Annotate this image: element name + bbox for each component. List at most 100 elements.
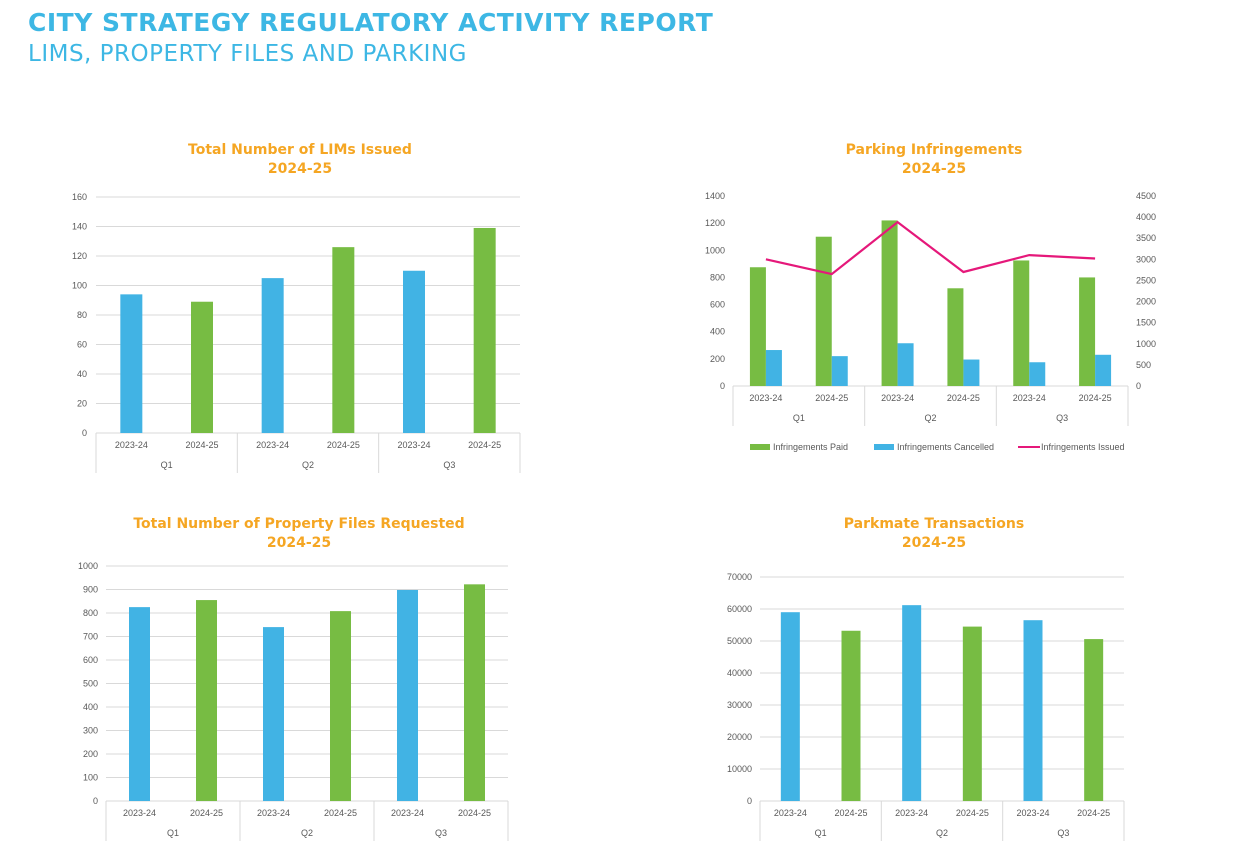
lims-bar bbox=[191, 301, 213, 433]
property-bar bbox=[464, 584, 485, 801]
lims-xtick-label: 2024-25 bbox=[327, 440, 360, 450]
property-xtick-label: 2023-24 bbox=[257, 808, 290, 818]
property-ytick-label: 900 bbox=[83, 585, 98, 595]
parkmate-ytick-label: 0 bbox=[747, 796, 752, 806]
property-ytick-label: 0 bbox=[93, 796, 98, 806]
property-bar bbox=[330, 611, 351, 801]
parking-legend-label: Infringements Issued bbox=[1041, 442, 1125, 452]
parking-xtick-label: 2024-25 bbox=[815, 393, 848, 403]
parkmate-ytick-label: 10000 bbox=[727, 764, 752, 774]
parking-group-label: Q2 bbox=[924, 413, 936, 423]
lims-ytick-label: 80 bbox=[77, 310, 87, 320]
parking-y2tick-label: 2500 bbox=[1136, 275, 1156, 285]
parking-ytick-label: 200 bbox=[710, 354, 725, 364]
parking-y2tick-label: 3500 bbox=[1136, 233, 1156, 243]
parking-ytick-label: 0 bbox=[720, 381, 725, 391]
lims-chart-title-line2: 2024-25 bbox=[267, 161, 333, 177]
parking-xtick-label: 2023-24 bbox=[749, 393, 782, 403]
parkmate-xtick-label: 2023-24 bbox=[774, 808, 807, 818]
property-group-label: Q2 bbox=[301, 828, 313, 838]
parkmate-bar bbox=[780, 612, 800, 801]
lims-ytick-label: 0 bbox=[82, 428, 87, 438]
property-chart-title-line2: 2024-25 bbox=[266, 535, 332, 551]
parkmate-group-label: Q1 bbox=[815, 828, 827, 838]
lims-chart-title: Total Number of LIMs Issued 2024-25 bbox=[130, 141, 470, 179]
parking-line-infringements-issued bbox=[765, 220, 1096, 276]
parking-bar-infringements-cancelled bbox=[1095, 354, 1112, 386]
property-xtick-label: 2023-24 bbox=[391, 808, 424, 818]
parking-bar-infringements-cancelled bbox=[765, 350, 782, 386]
parking-bar-infringements-cancelled bbox=[1029, 362, 1046, 386]
property-xtick-label: 2024-25 bbox=[458, 808, 491, 818]
lims-bar bbox=[261, 278, 284, 433]
property-ytick-label: 800 bbox=[83, 608, 98, 618]
property-bar bbox=[397, 589, 418, 801]
lims-xtick-label: 2024-25 bbox=[185, 440, 218, 450]
parkmate-ytick-label: 50000 bbox=[727, 636, 752, 646]
lims-ytick-label: 140 bbox=[72, 222, 87, 232]
parking-y2tick-label: 2000 bbox=[1136, 297, 1156, 307]
parking-bar-infringements-paid bbox=[749, 267, 766, 386]
parking-group-label: Q1 bbox=[793, 413, 805, 423]
parkmate-bar bbox=[841, 630, 861, 801]
parkmate-group-label: Q2 bbox=[936, 828, 948, 838]
parkmate-chart-title: Parkmate Transactions 2024-25 bbox=[764, 515, 1104, 553]
parking-ytick-label: 600 bbox=[710, 300, 725, 310]
property-chart-title: Total Number of Property Files Requested… bbox=[99, 515, 499, 553]
lims-xtick-label: 2023-24 bbox=[397, 440, 430, 450]
parkmate-bar bbox=[962, 626, 982, 801]
parking-ytick-label: 1200 bbox=[705, 218, 725, 228]
parking-y2tick-label: 0 bbox=[1136, 381, 1141, 391]
property-ytick-label: 100 bbox=[83, 773, 98, 783]
lims-xtick-label: 2023-24 bbox=[115, 440, 148, 450]
property-ytick-label: 200 bbox=[83, 749, 98, 759]
lims-chart-title-line1: Total Number of LIMs Issued bbox=[188, 142, 412, 158]
property-ytick-label: 300 bbox=[83, 726, 98, 736]
property-ytick-label: 400 bbox=[83, 702, 98, 712]
parkmate-ytick-label: 40000 bbox=[727, 668, 752, 678]
parking-y2tick-label: 1000 bbox=[1136, 339, 1156, 349]
property-ytick-label: 700 bbox=[83, 632, 98, 642]
parkmate-xtick-label: 2024-25 bbox=[956, 808, 989, 818]
parkmate-bar bbox=[1084, 639, 1104, 801]
parkmate-ytick-label: 70000 bbox=[727, 572, 752, 582]
parking-y2tick-label: 1500 bbox=[1136, 318, 1156, 328]
parkmate-ytick-label: 20000 bbox=[727, 732, 752, 742]
parking-bar-infringements-paid bbox=[881, 220, 898, 386]
lims-bar bbox=[120, 294, 143, 433]
parkmate-ytick-label: 30000 bbox=[727, 700, 752, 710]
lims-ytick-label: 160 bbox=[72, 192, 87, 202]
parking-y2tick-label: 4500 bbox=[1136, 191, 1156, 201]
report-subtitle: LIMS, PROPERTY FILES AND PARKING bbox=[28, 41, 467, 67]
parking-legend-swatch bbox=[750, 444, 770, 450]
property-ytick-label: 1000 bbox=[78, 561, 98, 571]
lims-group-label: Q2 bbox=[302, 460, 314, 470]
parkmate-xtick-label: 2024-25 bbox=[1077, 808, 1110, 818]
parking-chart-title-line2: 2024-25 bbox=[901, 161, 967, 177]
parkmate-chart-title-line2: 2024-25 bbox=[901, 535, 967, 551]
parking-xtick-label: 2023-24 bbox=[881, 393, 914, 403]
parkmate-chart-title-line1: Parkmate Transactions bbox=[843, 516, 1025, 532]
parkmate-xtick-label: 2024-25 bbox=[834, 808, 867, 818]
parkmate-ytick-label: 60000 bbox=[727, 604, 752, 614]
property-ytick-label: 500 bbox=[83, 679, 98, 689]
lims-ytick-label: 100 bbox=[72, 281, 87, 291]
parking-y2tick-label: 3000 bbox=[1136, 254, 1156, 264]
property-bar bbox=[196, 600, 217, 801]
parking-ytick-label: 800 bbox=[710, 272, 725, 282]
parkmate-bar bbox=[1023, 620, 1043, 801]
property-bar bbox=[263, 627, 284, 801]
property-group-label: Q1 bbox=[167, 828, 179, 838]
parking-group-label: Q3 bbox=[1056, 413, 1068, 423]
parking-chart-title: Parking Infringements 2024-25 bbox=[764, 141, 1104, 179]
parking-ytick-label: 400 bbox=[710, 327, 725, 337]
lims-ytick-label: 60 bbox=[77, 340, 87, 350]
lims-ytick-label: 120 bbox=[72, 251, 87, 261]
lims-bar bbox=[332, 247, 355, 433]
parking-chart-title-line1: Parking Infringements bbox=[845, 142, 1023, 158]
property-ytick-label: 600 bbox=[83, 655, 98, 665]
